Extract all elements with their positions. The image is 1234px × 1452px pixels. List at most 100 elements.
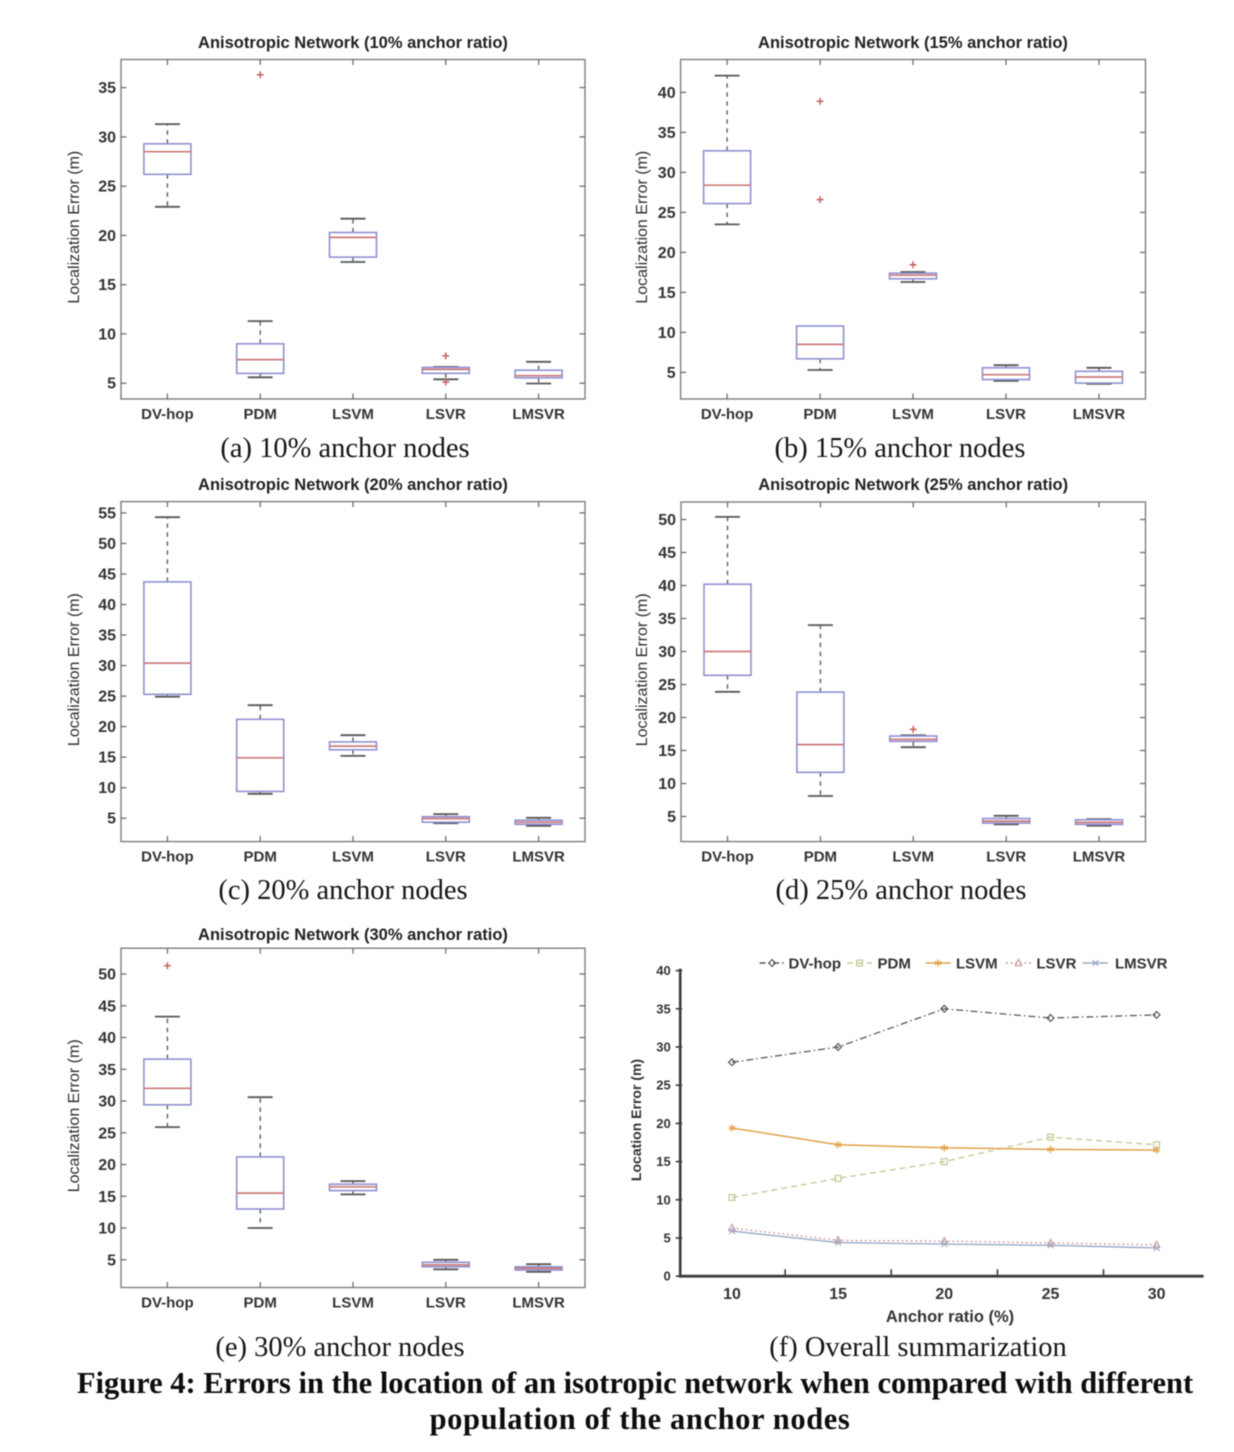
svg-text:LMSVR: LMSVR bbox=[512, 849, 565, 866]
svg-text:(b) 15% anchor nodes: (b) 15% anchor nodes bbox=[775, 433, 1026, 464]
svg-text:10: 10 bbox=[98, 1221, 116, 1238]
svg-text:LSVR: LSVR bbox=[986, 849, 1026, 866]
svg-text:LMSVR: LMSVR bbox=[512, 406, 565, 423]
svg-text:(c) 20% anchor nodes: (c) 20% anchor nodes bbox=[218, 875, 467, 906]
svg-text:30: 30 bbox=[658, 165, 676, 182]
svg-text:15: 15 bbox=[656, 1154, 670, 1169]
svg-text:Localization Error (m): Localization Error (m) bbox=[634, 151, 651, 304]
svg-text:DV-hop: DV-hop bbox=[141, 406, 194, 423]
svg-text:30: 30 bbox=[98, 658, 116, 675]
svg-text:45: 45 bbox=[98, 998, 116, 1015]
svg-text:LMSVR: LMSVR bbox=[1115, 956, 1168, 973]
svg-text:LMSVR: LMSVR bbox=[1073, 849, 1126, 866]
svg-text:15: 15 bbox=[658, 743, 676, 760]
svg-text:0: 0 bbox=[663, 1269, 670, 1284]
svg-text:35: 35 bbox=[658, 125, 676, 142]
svg-text:Anchor ratio (%): Anchor ratio (%) bbox=[886, 1308, 1014, 1326]
svg-text:Localization Error (m): Localization Error (m) bbox=[66, 151, 83, 304]
svg-text:40: 40 bbox=[658, 85, 676, 102]
svg-text:Anisotropic Network (10% ancho: Anisotropic Network (10% anchor ratio) bbox=[198, 34, 508, 52]
svg-text:(d) 25% anchor nodes: (d) 25% anchor nodes bbox=[776, 875, 1027, 906]
svg-text:15: 15 bbox=[98, 750, 116, 767]
svg-text:30: 30 bbox=[98, 1094, 116, 1111]
svg-text:(f) Overall summarization: (f) Overall summarization bbox=[769, 1332, 1067, 1363]
svg-text:25: 25 bbox=[656, 1078, 670, 1093]
svg-text:50: 50 bbox=[658, 512, 676, 529]
svg-text:35: 35 bbox=[98, 80, 116, 97]
svg-text:Anisotropic Network (30% ancho: Anisotropic Network (30% anchor ratio) bbox=[198, 926, 508, 944]
svg-text:50: 50 bbox=[98, 967, 116, 984]
svg-text:10: 10 bbox=[723, 1286, 741, 1303]
svg-text:20: 20 bbox=[658, 245, 676, 262]
svg-text:20: 20 bbox=[935, 1286, 953, 1303]
svg-text:DV-hop: DV-hop bbox=[141, 849, 194, 866]
svg-text:55: 55 bbox=[98, 505, 116, 522]
svg-text:5: 5 bbox=[107, 376, 116, 393]
svg-text:(e) 30% anchor nodes: (e) 30% anchor nodes bbox=[215, 1332, 464, 1363]
svg-text:20: 20 bbox=[98, 719, 116, 736]
svg-text:PDM: PDM bbox=[244, 1295, 277, 1312]
svg-text:40: 40 bbox=[656, 963, 670, 978]
svg-text:50: 50 bbox=[98, 536, 116, 553]
svg-text:35: 35 bbox=[98, 628, 116, 645]
svg-text:Anisotropic Network (20% ancho: Anisotropic Network (20% anchor ratio) bbox=[198, 476, 508, 494]
svg-text:20: 20 bbox=[658, 710, 676, 727]
svg-text:LSVM: LSVM bbox=[332, 406, 374, 423]
svg-text:DV-hop: DV-hop bbox=[789, 956, 842, 973]
svg-text:15: 15 bbox=[98, 1189, 116, 1206]
svg-text:PDM: PDM bbox=[244, 406, 277, 423]
svg-text:10: 10 bbox=[658, 325, 676, 342]
svg-text:PDM: PDM bbox=[804, 849, 837, 866]
svg-text:35: 35 bbox=[658, 611, 676, 628]
svg-text:Anisotropic Network (25% ancho: Anisotropic Network (25% anchor ratio) bbox=[758, 476, 1068, 494]
svg-text:25: 25 bbox=[98, 179, 116, 196]
svg-text:LSVR: LSVR bbox=[986, 406, 1026, 423]
svg-text:25: 25 bbox=[98, 1125, 116, 1142]
svg-text:DV-hop: DV-hop bbox=[701, 406, 754, 423]
svg-text:Localization Error (m): Localization Error (m) bbox=[66, 1039, 83, 1192]
svg-text:5: 5 bbox=[663, 1231, 670, 1246]
svg-text:LSVM: LSVM bbox=[332, 849, 374, 866]
svg-text:35: 35 bbox=[98, 1062, 116, 1079]
svg-text:20: 20 bbox=[98, 1157, 116, 1174]
svg-text:35: 35 bbox=[656, 1001, 670, 1016]
svg-text:LSVR: LSVR bbox=[426, 406, 466, 423]
svg-text:LSVM: LSVM bbox=[956, 956, 998, 973]
svg-text:5: 5 bbox=[107, 1252, 116, 1269]
svg-text:Localization Error (m): Localization Error (m) bbox=[634, 593, 651, 746]
svg-text:DV-hop: DV-hop bbox=[701, 849, 754, 866]
svg-text:LSVM: LSVM bbox=[332, 1295, 374, 1312]
svg-text:population of the anchor nodes: population of the anchor nodes bbox=[430, 1402, 851, 1436]
svg-text:40: 40 bbox=[98, 597, 116, 614]
svg-text:5: 5 bbox=[667, 809, 676, 826]
svg-text:20: 20 bbox=[98, 228, 116, 245]
svg-text:LSVM: LSVM bbox=[892, 849, 934, 866]
svg-text:40: 40 bbox=[98, 1030, 116, 1047]
svg-text:(a) 10% anchor nodes: (a) 10% anchor nodes bbox=[220, 433, 469, 464]
svg-text:30: 30 bbox=[98, 129, 116, 146]
svg-text:45: 45 bbox=[98, 567, 116, 584]
svg-text:PDM: PDM bbox=[803, 406, 836, 423]
svg-text:10: 10 bbox=[98, 780, 116, 797]
svg-text:LSVR: LSVR bbox=[1036, 956, 1076, 973]
svg-text:10: 10 bbox=[98, 326, 116, 343]
svg-text:20: 20 bbox=[656, 1116, 670, 1131]
svg-text:30: 30 bbox=[658, 644, 676, 661]
svg-text:25: 25 bbox=[98, 689, 116, 706]
svg-text:25: 25 bbox=[1042, 1286, 1060, 1303]
svg-text:PDM: PDM bbox=[244, 849, 277, 866]
svg-text:40: 40 bbox=[658, 578, 676, 595]
svg-text:45: 45 bbox=[658, 545, 676, 562]
svg-text:LSVR: LSVR bbox=[426, 1295, 466, 1312]
svg-text:LMSVR: LMSVR bbox=[1073, 406, 1126, 423]
svg-text:25: 25 bbox=[658, 677, 676, 694]
svg-text:30: 30 bbox=[656, 1040, 670, 1055]
svg-text:LSVR: LSVR bbox=[426, 849, 466, 866]
svg-text:30: 30 bbox=[1148, 1286, 1166, 1303]
svg-text:LMSVR: LMSVR bbox=[512, 1295, 565, 1312]
svg-text:Localization Error (m): Localization Error (m) bbox=[66, 593, 83, 746]
svg-text:Location Error (m): Location Error (m) bbox=[628, 1059, 644, 1181]
svg-text:10: 10 bbox=[658, 776, 676, 793]
svg-text:DV-hop: DV-hop bbox=[141, 1295, 194, 1312]
svg-text:LSVM: LSVM bbox=[892, 406, 934, 423]
